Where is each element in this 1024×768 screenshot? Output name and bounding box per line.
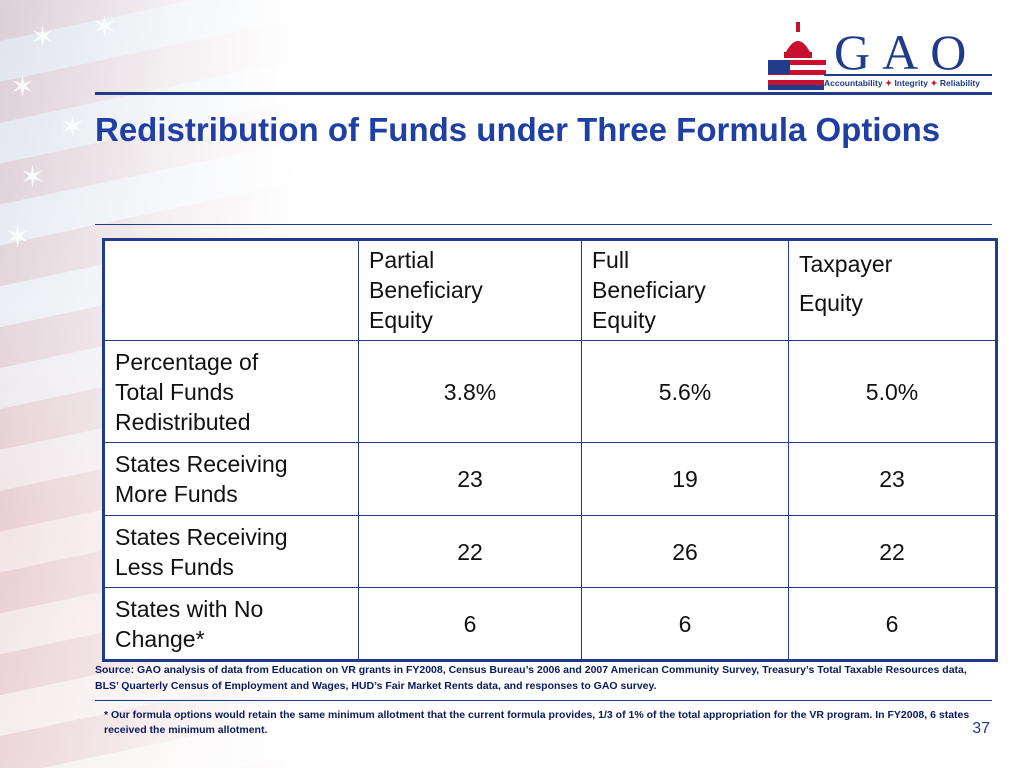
footnote: * Our formula options would retain the s…: [104, 709, 970, 736]
header-corner-cell: [103, 239, 359, 341]
row-label: States with No Change*: [103, 587, 359, 661]
tagline-separator-icon: ✦: [930, 78, 938, 88]
star-icon: ✶: [60, 110, 86, 145]
title-rule: [95, 224, 992, 225]
tagline-separator-icon: ✦: [884, 78, 893, 88]
table-cell: 6: [358, 587, 582, 661]
logo-tagline: Accountability ✦ Integrity ✦ Reliability: [824, 74, 992, 92]
slide-title: Redistribution of Funds under Three Form…: [95, 111, 941, 148]
header-rule: [95, 92, 992, 95]
row-label: States Receiving Less Funds: [103, 514, 359, 589]
tagline-integrity: Integrity: [894, 78, 928, 88]
table-row: States with No Change* 6 6 6: [103, 587, 997, 661]
source-note: Source: GAO analysis of data from Educat…: [95, 664, 967, 692]
star-icon: ✶: [5, 220, 31, 255]
footer-rule: [95, 700, 992, 701]
tagline-reliability: Reliability: [939, 78, 980, 88]
table-cell: 23: [358, 442, 582, 516]
table-row: States Receiving Less Funds 22 26 22: [103, 514, 997, 589]
table-cell: 6: [788, 587, 997, 661]
table-cell: 19: [581, 442, 789, 516]
table-cell: 6: [581, 587, 789, 661]
formula-options-table: Partial Beneficiary Equity Full Benefici…: [102, 238, 998, 662]
header-partial-beneficiary-equity: Partial Beneficiary Equity: [358, 239, 582, 341]
table-header-row: Partial Beneficiary Equity Full Benefici…: [103, 239, 997, 341]
header-full-beneficiary-equity: Full Beneficiary Equity: [581, 239, 789, 341]
table-row: States Receiving More Funds 23 19 23: [103, 442, 997, 516]
table-cell: 26: [581, 514, 789, 589]
table-cell: 22: [358, 514, 582, 589]
row-label: Percentage of Total Funds Redistributed: [103, 339, 359, 444]
table-cell: 23: [788, 442, 997, 516]
table-cell: 22: [788, 514, 997, 589]
page-number: 37: [972, 720, 990, 737]
star-icon: ✶: [20, 160, 46, 195]
table-cell: 3.8%: [358, 339, 582, 444]
capitol-flag-icon: [768, 22, 826, 90]
table-cell: 5.0%: [788, 339, 997, 444]
star-icon: ✶: [30, 20, 56, 55]
star-icon: ✶: [92, 10, 118, 45]
table-row: Percentage of Total Funds Redistributed …: [103, 339, 997, 444]
tagline-accountability: Accountability: [824, 78, 883, 88]
gao-logo: GAO Accountability ✦ Integrity ✦ Reliabi…: [768, 22, 992, 94]
table-cell: 5.6%: [581, 339, 789, 444]
logo-wordmark: GAO: [834, 24, 979, 80]
star-icon: ✶: [10, 70, 36, 105]
header-taxpayer-equity: Taxpayer Equity: [788, 239, 997, 341]
row-label: States Receiving More Funds: [103, 442, 359, 516]
